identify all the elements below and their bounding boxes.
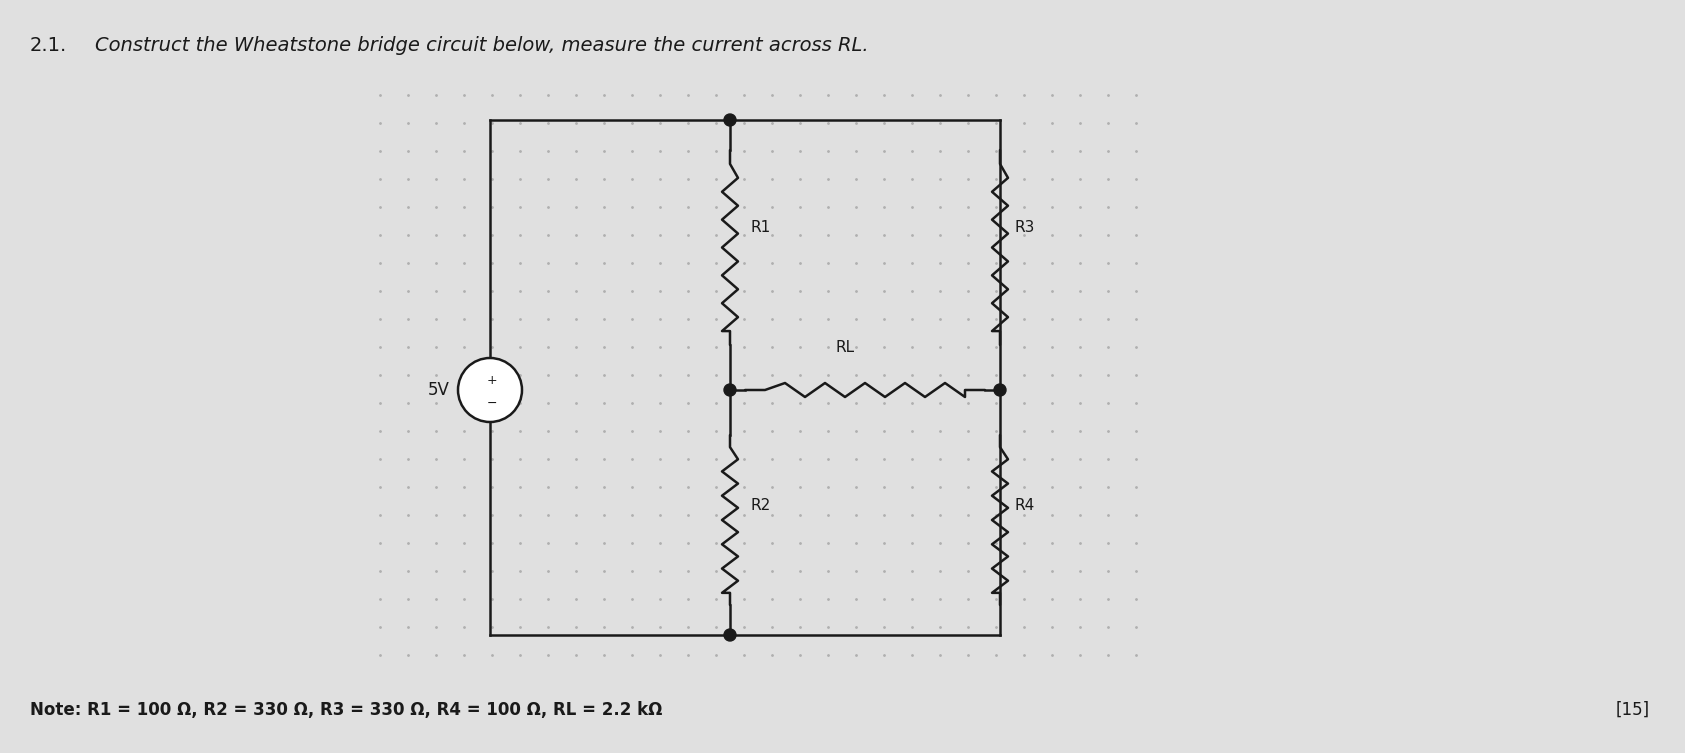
Text: 5V: 5V (428, 381, 450, 399)
Text: R3: R3 (1014, 220, 1035, 235)
Text: Construct the Wheatstone bridge circuit below, measure the current across RL.: Construct the Wheatstone bridge circuit … (94, 35, 869, 54)
Text: Note: R1 = 100 Ω, R2 = 330 Ω, R3 = 330 Ω, R4 = 100 Ω, RL = 2.2 kΩ: Note: R1 = 100 Ω, R2 = 330 Ω, R3 = 330 Ω… (30, 701, 662, 719)
Text: R1: R1 (750, 220, 770, 235)
Circle shape (994, 384, 1006, 396)
Circle shape (458, 358, 522, 422)
Circle shape (725, 629, 736, 641)
Text: +: + (487, 373, 497, 386)
Text: R4: R4 (1014, 498, 1035, 513)
Text: R2: R2 (750, 498, 770, 513)
Text: 2.1.: 2.1. (30, 35, 67, 54)
Circle shape (725, 114, 736, 126)
Text: [15]: [15] (1616, 701, 1650, 719)
Text: RL: RL (836, 340, 854, 355)
Circle shape (725, 384, 736, 396)
Text: −: − (487, 397, 497, 410)
